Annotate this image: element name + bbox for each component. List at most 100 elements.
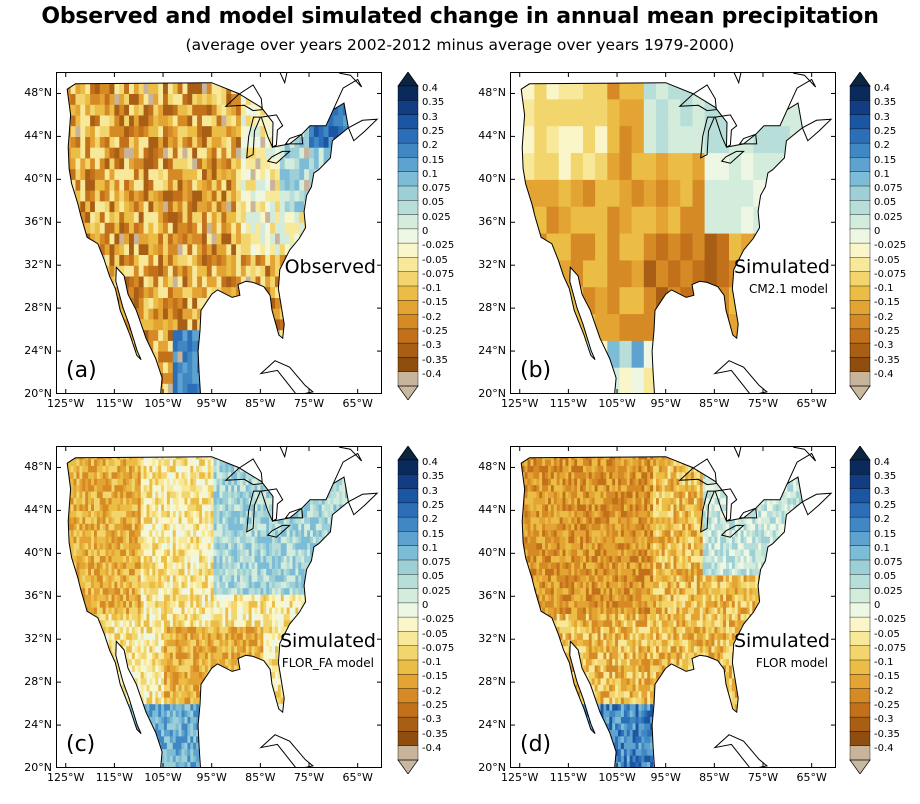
lat-tick-label: 28°N [478,675,506,689]
colorbar-label: -0.15 [422,671,448,683]
colorbar-swatch [397,474,419,490]
panel-model-name: FLOR model [755,656,828,670]
coastline [66,82,349,394]
lake-outline [720,150,745,164]
map-canvas [56,446,382,768]
colorbar-top-right: 0.4 0.35 0.3 0.25 0.2 0.15 0.1 0.075 0.05 0.025 0 -… [848,72,908,400]
colorbar-label: 0.15 [874,154,897,166]
colorbar-label: -0.1 [874,657,894,669]
precip-field [67,82,349,394]
lat-tick-label: 20°N [478,387,506,400]
lake-outline [246,116,262,159]
map-frame [510,446,836,768]
lon-tick-label: 95°W [650,771,681,784]
colorbar-label: -0.025 [874,240,907,252]
colorbar-swatch [397,214,419,230]
colorbar-swatch [397,659,419,676]
lat-tick-label: 40°N [478,546,506,560]
colorbar-label: 0.075 [874,557,903,569]
colorbar-swatch [397,257,419,273]
lon-tick-label: 105°W [144,771,182,784]
colorbar-swatch [849,85,871,102]
colorbar-swatch [397,285,419,302]
lake-outline [284,507,304,519]
colorbar-label: 0.05 [874,571,897,583]
lon-tick-label: 85°W [245,771,276,784]
colorbar-label: -0.075 [422,642,455,654]
panel-label: Simulated [733,630,830,652]
colorbar-swatch [397,588,419,604]
colorbar-label: -0.05 [422,254,448,266]
lon-tick-label: 115°W [549,771,588,784]
colorbar-swatch [397,488,419,504]
colorbar-label: -0.25 [422,700,448,711]
colorbar-swatch [397,631,419,647]
colorbar-swatch [397,559,419,576]
colorbar-graphic [397,72,419,400]
colorbar-swatch [849,631,871,647]
lon-tick-label: 75°W [747,771,779,784]
colorbar-label: -0.3 [422,714,442,726]
lat-tick-label: 28°N [24,675,52,689]
lake-outline [700,490,716,533]
lat-tick-label: 32°N [24,258,52,272]
colorbar-label: 0.4 [874,457,890,469]
lat-tick-label: 36°N [24,589,52,603]
colorbar-swatch [849,745,871,761]
colorbar-swatch [397,328,419,344]
colorbar-label: -0.2 [422,685,442,697]
colorbar-swatch [397,531,419,547]
lon-tick-label: 65°W [342,397,373,410]
colorbar-swatch [849,285,871,302]
lat-tick-label: 32°N [478,258,506,272]
colorbar-swatch [849,242,871,259]
lon-tick-label: 115°W [95,771,134,784]
colorbar-bottom-left: 0.4 0.35 0.3 0.25 0.2 0.15 0.1 0.075 0.05 0.025 0 -… [396,446,456,774]
colorbar-swatch [397,242,419,259]
map-frame [56,446,382,768]
colorbar-swatch [397,545,419,561]
lat-tick-label: 32°N [478,632,506,646]
colorbar-swatch [849,516,871,533]
panel-label: Observed [284,256,376,278]
colorbar-swatch [397,574,419,590]
lat-tick-label: 24°N [478,344,506,358]
colorbar-label: 0.35 [422,97,445,109]
colorbar-label: 0.35 [874,97,897,109]
colorbar-label: -0.025 [422,240,455,252]
canada-coastline [733,72,742,85]
colorbar-swatch [397,185,419,202]
colorbar-label: 0.35 [422,471,445,483]
lon-tick-label: 85°W [699,771,730,784]
colorbar-label: 0.3 [422,111,438,123]
lat-tick-label: 24°N [478,718,506,732]
colorbar-label: 0.2 [874,140,890,152]
canada-coastline [332,72,363,110]
lon-tick-label: 125°W [501,771,539,784]
colorbar-swatch [849,342,871,359]
lat-tick-label: 36°N [478,589,506,603]
colorbar-label: -0.15 [874,671,900,683]
lake-outline [714,114,738,148]
colorbar-label: 0.25 [874,126,897,137]
lon-tick-label: 75°W [293,397,325,410]
lat-tick-label: 48°N [24,86,52,100]
lat-tick-label: 48°N [478,86,506,100]
lon-tick-label: 115°W [95,397,134,410]
lat-tick-label: 20°N [478,761,506,774]
lat-tick-label: 44°N [478,129,506,143]
colorbar-label: -0.3 [874,714,894,726]
colorbar-swatch [849,357,871,373]
lake-outline [224,84,263,112]
lat-tick-label: 20°N [24,761,52,774]
colorbar-label: -0.05 [874,254,900,266]
lat-tick-label: 48°N [24,460,52,474]
coastline [520,82,803,394]
map-panel-a: 48°N 44°N 40°N 36°N 32°N 28°N 24°N 20°N 125°W 115… [24,72,382,410]
colorbar-swatch [397,114,419,130]
canada-coastline [786,72,817,110]
colorbar-swatch [849,114,871,130]
colorbar-label: -0.35 [874,728,900,740]
lat-tick-label: 28°N [24,301,52,315]
colorbar-swatch [397,674,419,690]
